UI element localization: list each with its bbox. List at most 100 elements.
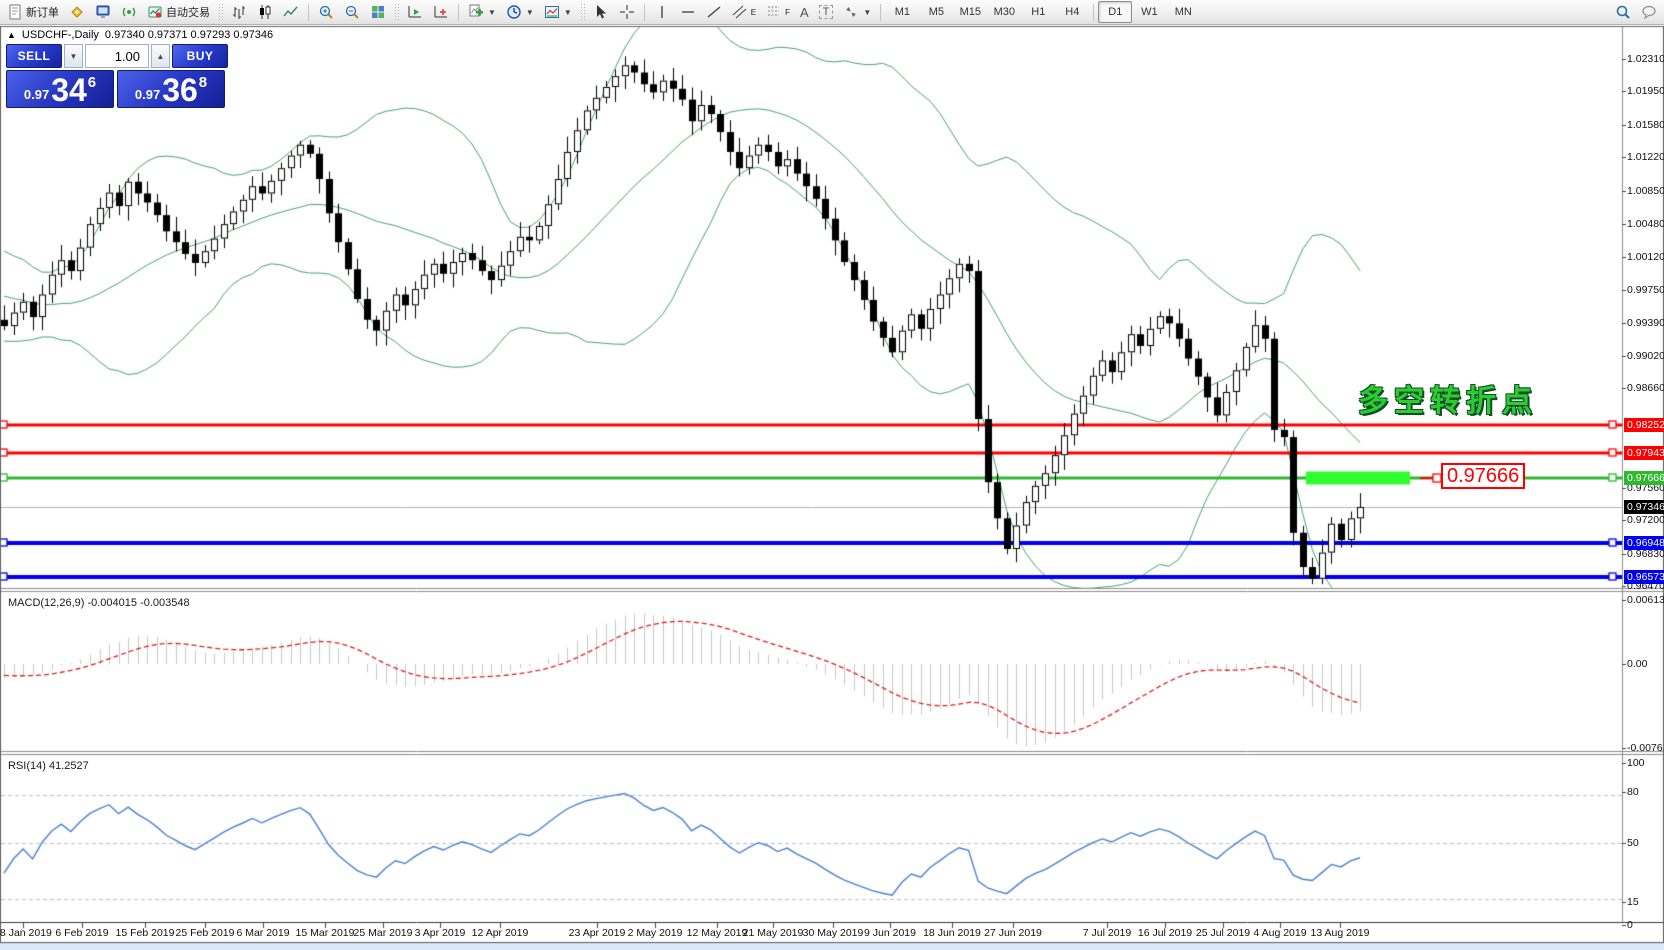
zoom-in-button[interactable] [313,1,339,23]
vertical-line-button[interactable] [649,1,675,23]
status-bar [0,943,1664,950]
volume-input[interactable]: 1.00 [85,44,149,68]
arrows-button[interactable]: ▼ [838,1,876,23]
chart-shift-icon [434,6,447,18]
new-order-button[interactable]: 新订单 [2,1,64,23]
fibonacci-glyph: F [785,7,790,17]
toolbar-grip [579,3,585,21]
profile-button[interactable] [64,1,90,23]
label-tool-glyph: T [818,5,834,19]
toolbar: 新订单 自动交易 [0,0,1664,25]
chart-shift-button[interactable] [428,1,454,23]
trendline-button[interactable] [701,1,727,23]
fibonacci-button[interactable]: F [761,1,795,23]
toolbar-grip [218,3,223,21]
autotrading-button[interactable]: 自动交易 [142,1,215,23]
timeframe-group: M1 M5 M15 M30 H1 H4 D1 W1 MN [885,1,1200,23]
sell-price-small: 0.97 [23,87,50,102]
bar-chart-button[interactable] [226,1,252,23]
timeframe-button-m30[interactable]: M30 [993,6,1016,18]
monitor-icon [96,5,110,18]
candlestick-chart-icon [260,5,271,19]
add-indicator-icon [469,4,483,17]
bar-chart-icon [233,6,245,19]
volume-increase-button[interactable]: ▲ [151,44,170,68]
clock-icon [507,5,521,19]
toolbar-grip [394,3,399,21]
search-icon [1616,5,1630,19]
sell-price-sup: 6 [87,74,97,91]
line-chart-icon [283,6,298,17]
cursor-button[interactable] [588,1,614,23]
auto-scroll-button[interactable] [402,1,428,23]
buy-price-display[interactable]: 0.97 36 8 [117,70,225,108]
templates-button[interactable]: ▼ [539,1,577,23]
timeframe-button-m15[interactable]: M15 [959,6,982,18]
signal-icon [122,7,136,17]
toolbar-separator [458,3,459,21]
one-click-trading-panel: SELL ▼ 1.00 ▲ BUY 0.97 34 6 0.97 36 8 [6,44,228,108]
text-label-button[interactable]: T [814,1,839,23]
toolbar-separator [1093,3,1095,21]
indicators-button[interactable]: ▼ [463,1,501,23]
sell-button[interactable]: SELL [6,44,62,68]
template-icon [544,6,559,18]
timeframe-button-h4[interactable]: H4 [1065,6,1080,18]
timeframe-button-w1[interactable]: W1 [1141,6,1158,18]
channel-button[interactable]: E [727,1,761,23]
market-watch-button[interactable] [90,1,116,23]
zoom-in-icon [319,5,333,19]
buy-price-big: 36 [162,72,198,108]
text-tool-glyph: A [800,4,809,20]
new-order-icon [9,4,21,20]
buy-price-sup: 8 [198,74,208,91]
zoom-out-button[interactable] [339,1,365,23]
volume-decrease-button[interactable]: ▼ [64,44,83,68]
horizontal-line-icon [681,11,694,13]
buy-price-small: 0.97 [134,87,161,102]
crosshair-button[interactable] [614,1,640,23]
timeframe-button-h1[interactable]: H1 [1031,6,1046,18]
cursor-icon [596,5,606,19]
zoom-out-icon [345,5,359,19]
line-chart-button[interactable] [278,1,304,23]
new-order-label: 新订单 [26,7,59,19]
timeframe-button-d1[interactable]: D1 [1098,1,1133,23]
timeframe-button-mn[interactable]: MN [1174,6,1192,18]
crosshair-icon [619,5,634,19]
timeframe-button-m1[interactable]: M1 [894,6,910,18]
dropdown-arrow-icon: ▼ [488,7,496,17]
chat-button[interactable] [1636,1,1662,23]
channel-icon [732,5,747,19]
dropdown-arrow-icon: ▼ [863,7,872,17]
channel-glyph: E [750,7,757,17]
buy-button[interactable]: BUY [172,44,228,68]
tile-windows-icon [372,6,384,18]
autotrading-icon [148,6,162,18]
vertical-line-icon [661,6,663,18]
sell-price-display[interactable]: 0.97 34 6 [6,70,114,108]
sell-price-big: 34 [51,72,87,108]
fibonacci-icon [768,6,780,16]
autotrading-label: 自动交易 [166,7,210,19]
horizontal-line-button[interactable] [675,1,701,23]
dropdown-arrow-icon: ▼ [563,7,572,17]
candlestick-chart-button[interactable] [252,1,278,23]
toolbar-separator [880,3,882,21]
toolbar-separator [643,3,645,21]
auto-scroll-icon [408,6,421,18]
toolbar-separator [308,3,309,21]
dropdown-arrow-icon: ▼ [525,7,534,17]
tile-windows-button[interactable] [365,1,391,23]
text-button[interactable]: A [795,1,814,23]
arrows-icon [846,7,857,17]
chat-icon [1642,5,1656,20]
gold-diamond-icon [71,6,83,18]
periods-button[interactable]: ▼ [501,1,539,23]
timeframe-button-m5[interactable]: M5 [928,6,944,18]
signals-button[interactable] [116,1,142,23]
search-button[interactable] [1610,1,1636,23]
trendline-icon [707,6,721,18]
